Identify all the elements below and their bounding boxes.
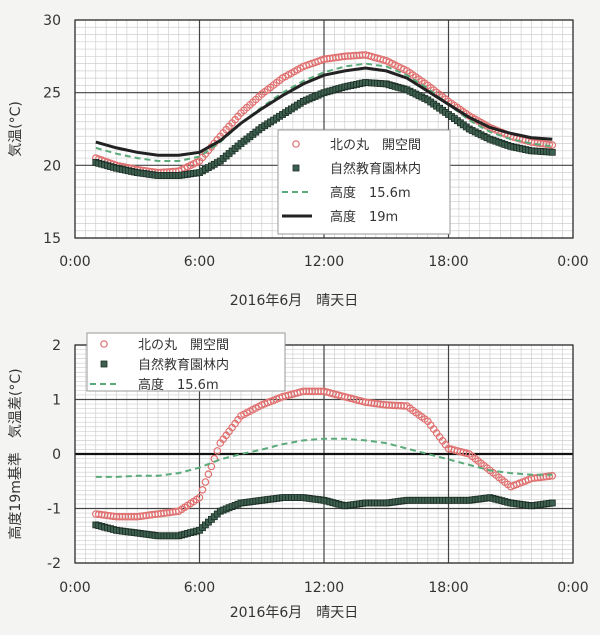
data-point bbox=[198, 485, 207, 494]
x-tick-label: 6:00 bbox=[184, 254, 215, 270]
y-tick-label: 2 bbox=[52, 338, 61, 354]
plot-border bbox=[74, 19, 574, 239]
series-markers-1 bbox=[92, 494, 556, 540]
x-tick-label: 0:00 bbox=[557, 254, 588, 270]
data-point bbox=[213, 447, 222, 455]
legend-entry: 北の丸 開空間 bbox=[330, 138, 421, 153]
data-point bbox=[201, 478, 210, 486]
legend-entry: 自然教育園林内 bbox=[330, 161, 421, 177]
data-point bbox=[462, 449, 471, 458]
y-tick-label: 15 bbox=[43, 231, 61, 247]
legend-symbol bbox=[292, 164, 300, 172]
legend-symbol bbox=[100, 340, 108, 348]
series-line-2 bbox=[95, 437, 553, 478]
legend-symbol bbox=[100, 360, 108, 368]
x-tick-label: 0:00 bbox=[59, 254, 90, 270]
y-tick-label: 20 bbox=[43, 158, 61, 174]
x-tick-label: 0:00 bbox=[59, 580, 90, 596]
x-axis-label: 2016年6月 晴天日 bbox=[230, 293, 359, 309]
x-tick-label: 18:00 bbox=[428, 580, 468, 596]
legend-entry: 高度 15.6m bbox=[138, 377, 219, 393]
y-tick-label: 1 bbox=[52, 393, 61, 409]
legend-box bbox=[86, 332, 286, 392]
x-tick-label: 12:00 bbox=[304, 254, 344, 270]
legend-entry: 高度 15.6m bbox=[330, 185, 411, 201]
y-tick-label: 0 bbox=[52, 447, 61, 463]
legend-entry: 自然教育園林内 bbox=[138, 357, 229, 373]
temperature-difference-chart: 0:00 6:00 12:00 18:00 0:00 -2 -1 0 1 2 高度19m基準 気温差… bbox=[7, 332, 589, 621]
series-markers-0 bbox=[92, 387, 557, 521]
series-markers-1 bbox=[92, 79, 556, 179]
legend-symbol bbox=[292, 140, 300, 148]
series-line-3 bbox=[95, 66, 553, 157]
data-point bbox=[195, 493, 204, 502]
x-tick-label: 18:00 bbox=[428, 254, 468, 270]
plot-border bbox=[74, 344, 574, 564]
x-tick-label: 12:00 bbox=[304, 580, 344, 596]
data-point bbox=[204, 470, 213, 479]
y-tick-label: -2 bbox=[47, 556, 61, 572]
data-point bbox=[545, 472, 554, 481]
y-tick-label: -1 bbox=[47, 502, 61, 518]
legend-entry: 高度 19m bbox=[330, 209, 398, 225]
data-point bbox=[548, 148, 556, 156]
x-axis-label: 2016年6月 晴天日 bbox=[230, 605, 359, 621]
data-point bbox=[207, 462, 216, 471]
x-tick-label: 0:00 bbox=[557, 580, 588, 596]
data-point bbox=[548, 499, 556, 507]
y-tick-label: 25 bbox=[43, 86, 61, 102]
y-tick-label: 30 bbox=[43, 13, 61, 29]
data-point bbox=[548, 471, 557, 480]
x-tick-label: 6:00 bbox=[184, 580, 215, 596]
temperature-chart: 0:00 6:00 12:00 18:00 0:00 15 20 25 30 気温(°C) 2016… bbox=[8, 13, 589, 309]
y-axis-label: 気温(°C) bbox=[8, 101, 24, 157]
legend-entry: 北の丸 開空間 bbox=[138, 338, 229, 353]
y-axis-label: 高度19m基準 気温差(°C) bbox=[7, 368, 24, 539]
